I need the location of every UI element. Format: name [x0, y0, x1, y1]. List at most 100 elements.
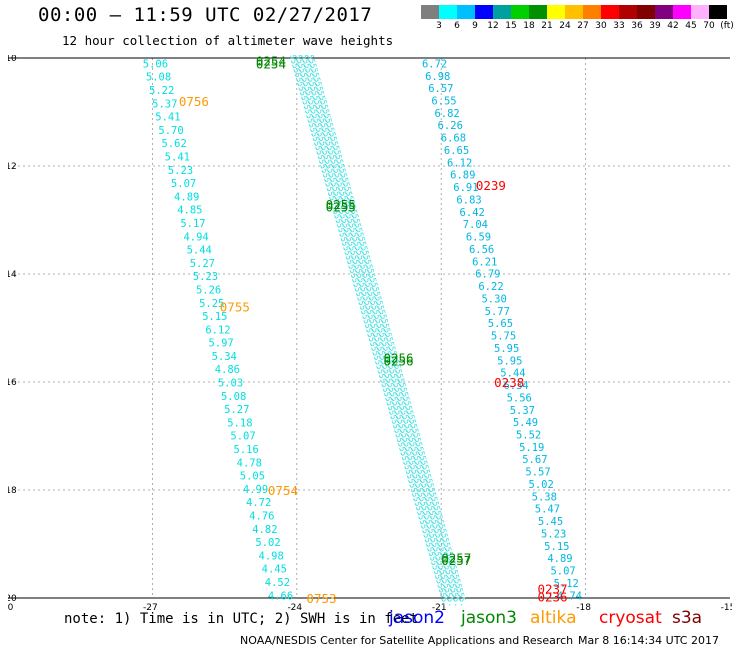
dense-track-mark: 5.: [318, 163, 329, 175]
dense-track-mark: 5.: [351, 259, 362, 271]
dense-track-mark: 5.: [365, 286, 376, 298]
dense-track-mark: 5.: [384, 377, 395, 389]
dense-track-mark: 5.: [318, 99, 329, 111]
dense-track-mark: 5.: [297, 85, 308, 97]
swh-value: 4.89: [547, 553, 572, 565]
dense-track-mark: 5.: [320, 149, 331, 161]
dense-track-mark: 5.: [354, 268, 365, 280]
dense-track-mark: 5.: [309, 131, 320, 143]
dense-track-mark: 5.: [375, 322, 386, 334]
dense-track-mark: 5.: [355, 272, 366, 284]
dense-track-mark: 5.: [457, 596, 468, 608]
dense-track-mark: 5.: [425, 546, 436, 558]
x-tick-label: -21: [432, 603, 447, 610]
dense-track-mark: 5.: [348, 227, 359, 239]
y-tick-label: -12: [8, 162, 17, 172]
dense-track-mark: 5.: [311, 94, 322, 106]
dense-track-mark: 5.: [410, 427, 421, 439]
dense-track-mark: 5.: [316, 154, 327, 166]
dense-track-mark: 5.: [393, 409, 404, 421]
colorbar-label: 6: [454, 21, 460, 31]
dense-track-mark: 5.: [416, 491, 427, 503]
dense-track-mark: 5.: [403, 423, 414, 435]
dense-track-mark: 5.: [455, 587, 466, 599]
dense-track-mark: 5.: [309, 67, 320, 79]
dense-track-mark: 5.: [412, 455, 423, 467]
map-plot: -30-27-24-21-18-15-10-12-14-16-18-20 5.5…: [8, 55, 732, 610]
dense-track-mark: 5.: [367, 295, 378, 307]
dense-track-mark: 5.: [336, 204, 347, 216]
dense-track-mark: 5.: [452, 578, 463, 590]
dense-track-mark: 5.: [316, 90, 327, 102]
dense-track-mark: 5.: [380, 318, 391, 330]
swh-value: 5.44: [187, 245, 212, 257]
swh-value: 6.42: [460, 207, 485, 219]
swh-value: 5.75: [491, 331, 516, 343]
dense-track-mark: 5.: [382, 327, 393, 339]
dense-track-mark: 5.: [447, 560, 458, 572]
dense-track-mark: 5.: [447, 582, 458, 594]
dense-track-mark: 5.: [324, 140, 335, 152]
time-label: 0255: [326, 200, 356, 215]
dense-track-mark: 5.: [438, 528, 449, 540]
swh-value: 4.74: [557, 590, 582, 602]
dense-track-mark: 5.: [366, 268, 377, 280]
dense-track-mark: 5.: [339, 195, 350, 207]
dense-track-mark: 5.: [411, 450, 422, 462]
dense-track-mark: 5.: [307, 58, 318, 70]
dense-track-mark: 5.: [429, 496, 440, 508]
swh-value: 5.62: [162, 138, 187, 150]
dense-track-mark: 5.: [317, 158, 328, 170]
colorbar-swatch: [547, 5, 565, 19]
dense-track-mark: 5.: [442, 541, 453, 553]
dense-track-mark: 5.: [299, 94, 310, 106]
swh-value: 6.89: [450, 170, 475, 182]
dense-track-mark: 5.: [322, 177, 333, 189]
dense-track-mark: 5.: [421, 532, 432, 544]
dense-track-mark: 5.: [446, 578, 457, 590]
legend-cryosat: cryosat: [599, 608, 662, 628]
dense-track-mark: 5.: [445, 596, 456, 608]
dense-track-mark: 5.: [332, 213, 343, 225]
dense-track-mark: 5.: [378, 377, 389, 389]
swh-value: 4.66: [268, 590, 293, 602]
dense-track-mark: 5.: [390, 377, 401, 389]
dense-track-mark: 5.: [417, 450, 428, 462]
dense-track-mark: 5.: [425, 523, 436, 535]
swh-value: 4.99: [243, 484, 268, 496]
dense-track-mark: 5.: [416, 468, 427, 480]
dense-track-mark: 5.: [402, 400, 413, 412]
dense-track-mark: 5.: [374, 341, 385, 353]
time-label: 0754: [268, 483, 298, 498]
dense-track-mark: 5.: [429, 560, 440, 572]
dense-track-mark: 5.: [356, 254, 367, 266]
dense-track-mark: 5.: [349, 208, 360, 220]
dense-track-mark: 5.: [368, 300, 379, 312]
time-label: 0257: [441, 553, 471, 568]
legend-s3a: s3a: [672, 608, 703, 628]
colorbar-label: 30: [595, 21, 607, 31]
dense-track-mark: 5.: [343, 231, 354, 243]
dense-track-mark: 5.: [304, 113, 315, 125]
dense-track-mark: 5.: [361, 272, 372, 284]
swh-value: 6.57: [428, 83, 453, 95]
dense-track-mark: 5.: [329, 158, 340, 170]
dense-track-mark: 5.: [382, 391, 393, 403]
dense-track-mark: 5.: [315, 131, 326, 143]
swh-value: 5.03: [218, 378, 243, 390]
dense-track-mark: 5.: [313, 81, 324, 93]
dense-track-mark: 5.: [422, 514, 433, 526]
dense-track-mark: 5.: [326, 149, 337, 161]
dense-track-mark: 5.: [439, 551, 450, 563]
dense-track-mark: 5.: [352, 263, 363, 275]
dense-track-mark: 5.: [372, 313, 383, 325]
dense-track-mark: 5.: [432, 569, 443, 581]
dense-track-mark: 5.: [387, 409, 398, 421]
dense-track-mark: 5.: [403, 446, 414, 458]
dense-track-mark: 5.: [415, 509, 426, 521]
dense-track-mark: 5.: [406, 455, 417, 467]
dense-track-mark: 5.: [365, 309, 376, 321]
dense-track-mark: 5.: [413, 436, 424, 448]
time-label: 0238: [494, 375, 524, 390]
time-label: 0256: [383, 351, 413, 366]
